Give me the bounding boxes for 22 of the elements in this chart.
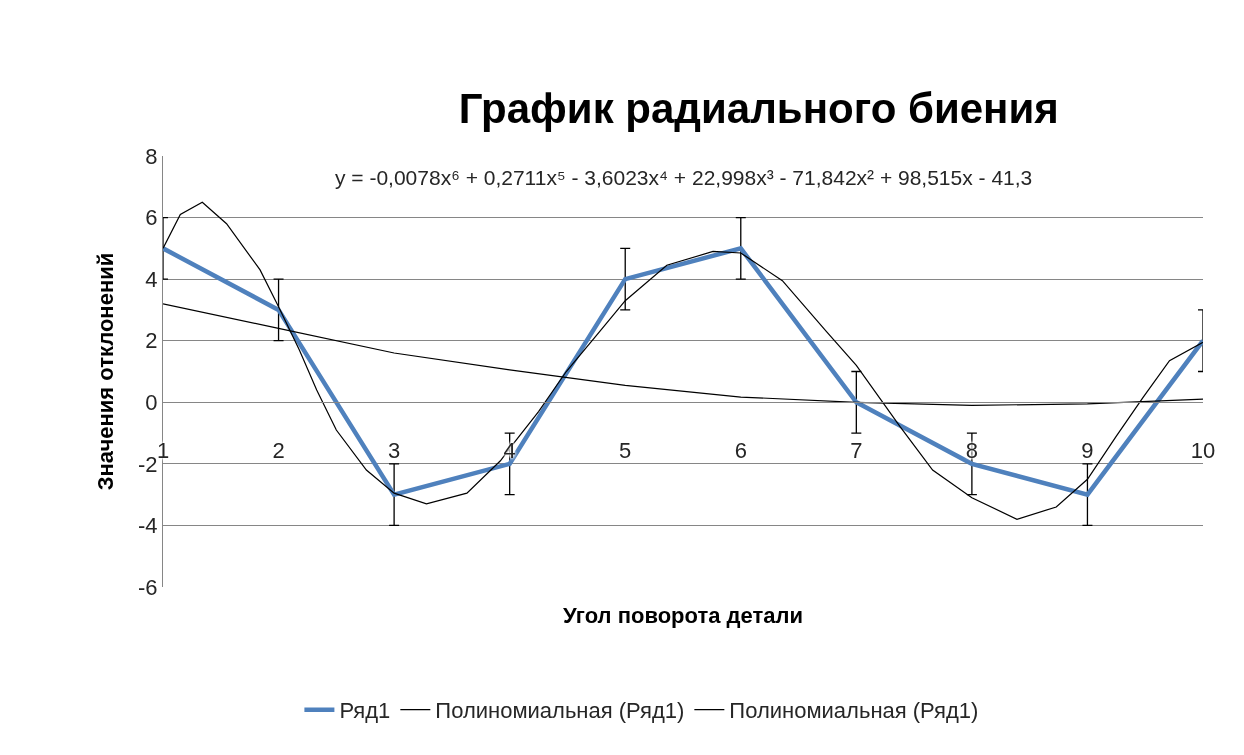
legend-label: Полиномиальная (Ряд1) [435,698,685,724]
x-tick-label: 2 [272,437,285,463]
legend-label: Полиномиальная (Ряд1) [729,698,979,724]
y-tick-label: -6 [138,574,158,600]
y-tick-label: 2 [145,328,158,354]
x-tick-label: 5 [619,437,632,463]
y-tick-label: 4 [145,266,158,292]
x-tick-label: 9 [1081,437,1094,463]
y-axis-title: Значения отклонений [92,252,118,491]
y-tick-label: 6 [145,205,158,231]
y-tick-label: -2 [138,451,158,477]
y-tick-label: -4 [138,513,158,539]
legend-label: Ряд1 [339,698,391,724]
x-tick-label: 6 [734,437,747,463]
y-tick-label: 0 [145,389,158,415]
x-tick-label: 10 [1190,437,1216,463]
annotation: y = -0,0078x⁶ + 0,2711x⁵ - 3,6023x⁴ + 22,998x³ - 71,842x² + 98,515x - 41,3 [335,166,1033,189]
chart-title: График радиального биения [458,84,1059,132]
x-axis-title: Угол поворота детали [563,603,803,628]
y-tick-label: 8 [145,143,158,169]
x-tick-label: 3 [387,437,401,463]
x-tick-label: 7 [850,437,863,463]
